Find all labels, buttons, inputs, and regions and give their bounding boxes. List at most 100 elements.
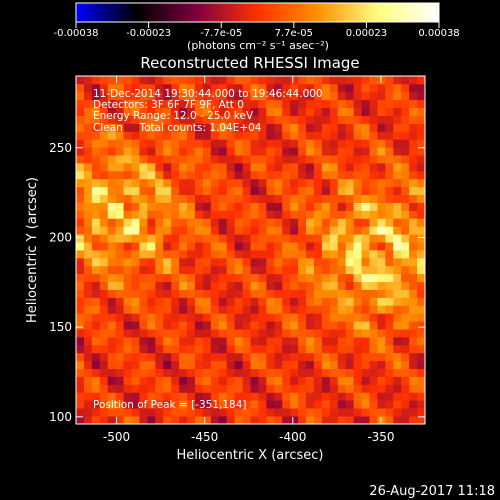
heatmap-cell <box>194 416 204 424</box>
heatmap-cell <box>234 107 243 116</box>
heatmap-cell <box>401 250 410 259</box>
heatmap-cell <box>337 344 347 354</box>
heatmap-cell <box>250 178 259 188</box>
heatmap-cell <box>306 202 315 211</box>
heatmap-cell <box>290 250 299 259</box>
heatmap-cell <box>417 83 425 93</box>
heatmap-cell <box>417 289 425 298</box>
heatmap-cell <box>306 178 315 188</box>
heatmap-cell <box>179 83 188 93</box>
heatmap-cell <box>83 344 93 354</box>
heatmap-cell <box>298 384 307 393</box>
heatmap-cell <box>76 257 85 267</box>
heatmap-cell <box>306 368 315 377</box>
heatmap-cell <box>393 202 402 211</box>
heatmap-cell <box>187 265 196 275</box>
heatmap-cell <box>282 305 291 314</box>
heatmap-cell <box>76 186 85 196</box>
heatmap-cell <box>417 178 425 188</box>
heatmap-cell <box>83 123 93 132</box>
heatmap-cell <box>226 360 236 370</box>
heatmap-cell <box>361 313 370 322</box>
heatmap-cell <box>91 115 101 124</box>
heatmap-cell <box>298 321 307 330</box>
colorbar-ticks: -0.00038 -0.00023 -7.7e-05 7.7e-05 0.00023 0.… <box>54 22 460 39</box>
heatmap-cell <box>377 234 386 243</box>
heatmap-cell <box>377 218 386 227</box>
heatmap-cell <box>266 408 275 417</box>
heatmap-cell <box>321 392 331 401</box>
heatmap-cell <box>369 305 378 314</box>
heatmap-cell <box>250 305 259 314</box>
heatmap-cell <box>306 123 315 132</box>
heatmap-cell <box>337 99 347 109</box>
heatmap-cell <box>298 305 307 314</box>
heatmap-cell <box>393 226 402 235</box>
heatmap-cell <box>131 384 140 393</box>
heatmap-cell <box>385 178 394 188</box>
heatmap-cell <box>417 210 425 219</box>
heatmap-cell <box>218 344 228 354</box>
heatmap-cell <box>218 76 228 85</box>
heatmap-cell <box>409 313 418 322</box>
heatmap-cell <box>282 329 291 338</box>
heatmap-cell <box>179 250 188 259</box>
heatmap-cell <box>282 210 291 219</box>
heatmap-cell <box>210 273 220 283</box>
heatmap-cell <box>234 321 243 330</box>
heatmap-cell <box>266 321 275 330</box>
heatmap-cell <box>266 107 275 116</box>
heatmap-cell <box>163 329 172 338</box>
heatmap-cell <box>282 289 291 298</box>
heatmap-cell <box>234 289 243 298</box>
heatmap-cell <box>194 107 204 116</box>
heatmap-cell <box>76 329 85 338</box>
heatmap-cell <box>163 115 172 124</box>
heatmap-cell <box>147 155 156 164</box>
heatmap-cell <box>187 250 196 259</box>
heatmap-cell <box>266 392 275 401</box>
heatmap-cell <box>139 408 148 417</box>
heatmap-cell <box>83 76 93 85</box>
heatmap-cell <box>242 186 251 196</box>
heatmap-cell <box>353 352 362 362</box>
heatmap-cell <box>353 400 362 409</box>
heatmap-cell <box>361 83 370 93</box>
heatmap-cell <box>321 178 331 188</box>
heatmap-cell <box>155 91 164 101</box>
heatmap-cell <box>123 115 132 124</box>
heatmap-cell <box>107 226 117 235</box>
heatmap-cell <box>345 297 355 306</box>
heatmap-cell <box>290 170 299 180</box>
heatmap-cell <box>202 265 212 275</box>
heatmap-cell <box>250 163 259 172</box>
heatmap-cell <box>377 76 386 85</box>
heatmap-cell <box>282 83 291 93</box>
heatmap-cell <box>298 186 307 196</box>
heatmap-cell <box>258 313 267 322</box>
heatmap-cell <box>258 91 267 101</box>
heatmap-cell <box>99 139 109 148</box>
colorbar-tick-label: 7.7e-05 <box>275 28 313 39</box>
heatmap-cell <box>274 337 283 346</box>
heatmap-cell <box>123 178 132 188</box>
heatmap-cell <box>226 250 236 259</box>
heatmap-cell <box>353 384 362 393</box>
heatmap-cell <box>417 218 425 227</box>
heatmap-cell <box>210 392 220 401</box>
heatmap-cell <box>187 91 196 101</box>
heatmap-cell <box>83 210 93 219</box>
heatmap-cell <box>306 83 315 93</box>
heatmap-cell <box>377 186 386 196</box>
heatmap-cell <box>409 76 418 85</box>
heatmap-cell <box>290 242 299 251</box>
heatmap-cell <box>99 115 109 124</box>
heatmap-cell <box>377 265 386 275</box>
heatmap-cell <box>353 416 362 424</box>
heatmap-cell <box>313 194 323 203</box>
heatmap-cell <box>187 242 196 251</box>
heatmap-cell <box>282 360 291 370</box>
heatmap-cell <box>298 352 307 362</box>
heatmap-cell <box>155 289 164 298</box>
heatmap-cell <box>123 170 132 180</box>
